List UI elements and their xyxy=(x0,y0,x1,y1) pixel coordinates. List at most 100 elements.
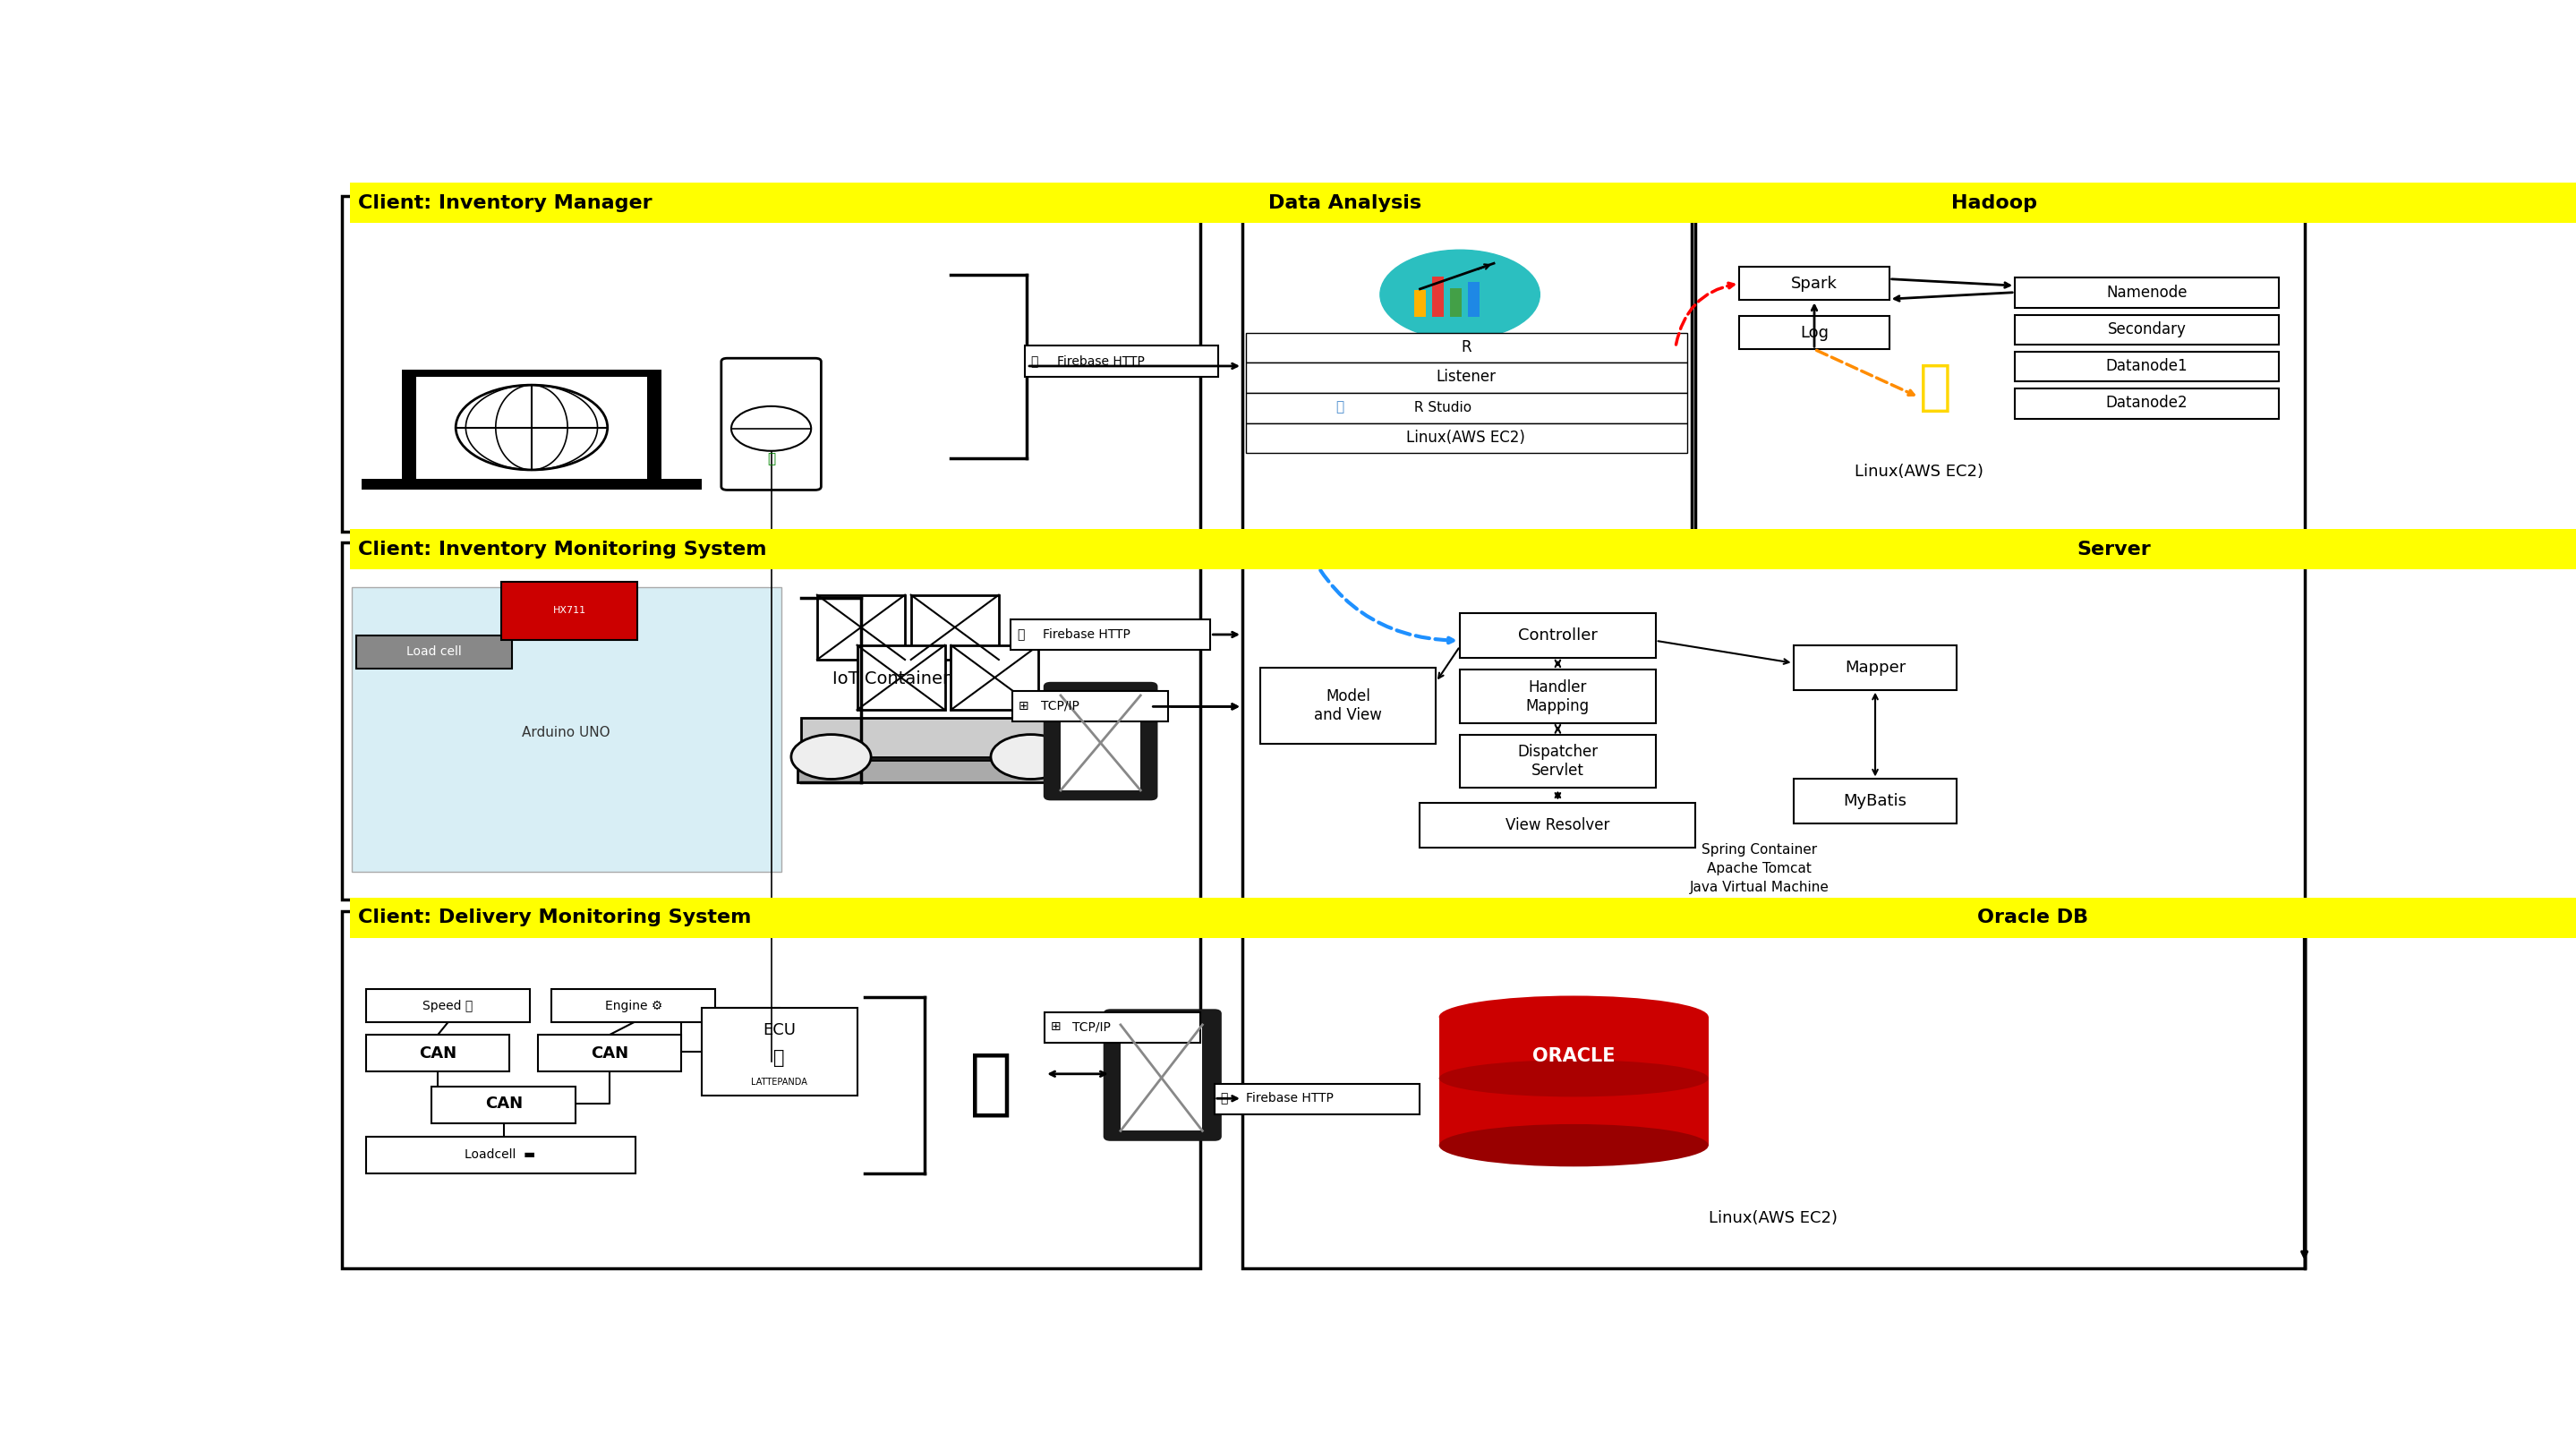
FancyBboxPatch shape xyxy=(1440,1016,1708,1146)
Text: Oracle DB: Oracle DB xyxy=(1976,909,2089,927)
Text: Firebase HTTP: Firebase HTTP xyxy=(1247,1092,1334,1105)
Text: Apache Tomcat: Apache Tomcat xyxy=(1708,861,1811,876)
Text: Namenode: Namenode xyxy=(2107,284,2187,300)
Text: Server: Server xyxy=(2076,541,2151,558)
FancyBboxPatch shape xyxy=(366,1035,510,1072)
Text: ⊞: ⊞ xyxy=(1051,1021,1061,1034)
Text: Java Virtual Machine: Java Virtual Machine xyxy=(1690,880,1829,895)
FancyBboxPatch shape xyxy=(1242,196,1692,531)
Text: Speed 🔥: Speed 🔥 xyxy=(422,999,474,1012)
FancyBboxPatch shape xyxy=(350,183,2576,223)
FancyBboxPatch shape xyxy=(343,196,1200,531)
Text: Mapper: Mapper xyxy=(1844,660,1906,676)
Text: Data Analysis: Data Analysis xyxy=(1267,194,1422,212)
FancyBboxPatch shape xyxy=(796,760,1064,783)
FancyBboxPatch shape xyxy=(2014,315,2280,345)
Text: Load cell: Load cell xyxy=(407,645,461,658)
Text: Loadcell  ▬: Loadcell ▬ xyxy=(464,1148,536,1160)
FancyBboxPatch shape xyxy=(858,645,945,710)
FancyBboxPatch shape xyxy=(1461,670,1656,724)
FancyBboxPatch shape xyxy=(701,1008,858,1095)
FancyBboxPatch shape xyxy=(2069,529,2576,570)
FancyBboxPatch shape xyxy=(1468,283,1479,318)
FancyBboxPatch shape xyxy=(353,587,781,871)
FancyBboxPatch shape xyxy=(1793,779,1958,824)
Text: View Resolver: View Resolver xyxy=(1507,816,1610,832)
FancyBboxPatch shape xyxy=(1450,289,1463,318)
Circle shape xyxy=(992,735,1072,779)
Text: Spring Container: Spring Container xyxy=(1703,842,1816,855)
Ellipse shape xyxy=(1440,996,1708,1038)
FancyBboxPatch shape xyxy=(1739,267,1888,300)
Ellipse shape xyxy=(1440,1060,1708,1096)
Text: Model
and View: Model and View xyxy=(1314,689,1383,722)
Text: Client: Delivery Monitoring System: Client: Delivery Monitoring System xyxy=(358,909,752,927)
FancyBboxPatch shape xyxy=(2014,278,2280,307)
Text: HX711: HX711 xyxy=(538,594,577,606)
Text: Secondary: Secondary xyxy=(2107,320,2187,338)
Text: TCP/IP: TCP/IP xyxy=(1072,1021,1110,1034)
Text: Client: Inventory Manager: Client: Inventory Manager xyxy=(358,194,652,212)
Text: Hadoop: Hadoop xyxy=(1950,194,2038,212)
FancyBboxPatch shape xyxy=(801,718,1061,757)
FancyBboxPatch shape xyxy=(366,989,531,1022)
Ellipse shape xyxy=(1440,1124,1708,1167)
FancyBboxPatch shape xyxy=(343,911,1200,1269)
Circle shape xyxy=(456,386,608,470)
Text: 🔥: 🔥 xyxy=(1018,628,1025,641)
FancyBboxPatch shape xyxy=(1105,1011,1221,1140)
Text: CAN: CAN xyxy=(590,1045,629,1061)
FancyBboxPatch shape xyxy=(2014,351,2280,381)
FancyBboxPatch shape xyxy=(1419,803,1695,847)
Text: TCP/IP: TCP/IP xyxy=(1041,700,1079,712)
FancyBboxPatch shape xyxy=(1968,898,2576,938)
FancyBboxPatch shape xyxy=(1242,911,2306,1269)
FancyBboxPatch shape xyxy=(433,1086,574,1124)
FancyBboxPatch shape xyxy=(1247,423,1687,452)
Text: Log: Log xyxy=(1801,325,1829,341)
Text: Linux(AWS EC2): Linux(AWS EC2) xyxy=(1406,429,1525,445)
FancyBboxPatch shape xyxy=(402,370,662,487)
FancyBboxPatch shape xyxy=(1025,347,1218,377)
Text: Controller: Controller xyxy=(1517,626,1597,644)
FancyBboxPatch shape xyxy=(1213,1085,1419,1114)
FancyBboxPatch shape xyxy=(1010,619,1211,650)
Text: HX711: HX711 xyxy=(554,606,587,615)
Text: Spark: Spark xyxy=(1790,276,1837,291)
FancyBboxPatch shape xyxy=(355,635,513,668)
FancyBboxPatch shape xyxy=(1739,316,1888,349)
FancyBboxPatch shape xyxy=(343,542,1200,899)
FancyBboxPatch shape xyxy=(721,358,822,490)
Text: Listener: Listener xyxy=(1435,370,1497,386)
Text: 🐾: 🐾 xyxy=(773,1050,786,1067)
FancyBboxPatch shape xyxy=(1061,696,1141,790)
FancyBboxPatch shape xyxy=(1695,196,2306,531)
FancyBboxPatch shape xyxy=(1046,683,1157,799)
Text: 🔥: 🔥 xyxy=(1221,1092,1229,1105)
FancyBboxPatch shape xyxy=(366,1137,636,1173)
Text: Linux(AWS EC2): Linux(AWS EC2) xyxy=(1705,899,1814,914)
Text: 🚚: 🚚 xyxy=(969,1048,1012,1119)
Text: Engine ⚙: Engine ⚙ xyxy=(605,999,662,1012)
Text: CAN: CAN xyxy=(420,1045,456,1061)
FancyBboxPatch shape xyxy=(1121,1025,1203,1131)
Text: Client: Inventory Monitoring System: Client: Inventory Monitoring System xyxy=(358,541,768,558)
Text: 🐘: 🐘 xyxy=(1919,362,1953,415)
Text: Datanode1: Datanode1 xyxy=(2105,358,2187,374)
FancyBboxPatch shape xyxy=(1247,332,1687,362)
Text: Handler
Mapping: Handler Mapping xyxy=(1525,679,1589,713)
Text: 🔥: 🔥 xyxy=(1030,355,1038,368)
Text: Datanode2: Datanode2 xyxy=(2105,394,2187,410)
Text: LATTEPANDA: LATTEPANDA xyxy=(752,1077,806,1086)
FancyBboxPatch shape xyxy=(350,898,2576,938)
FancyBboxPatch shape xyxy=(1247,393,1687,423)
FancyBboxPatch shape xyxy=(361,478,701,490)
FancyBboxPatch shape xyxy=(1461,613,1656,657)
FancyBboxPatch shape xyxy=(1432,277,1445,318)
FancyBboxPatch shape xyxy=(1942,183,2576,223)
FancyBboxPatch shape xyxy=(551,989,716,1022)
FancyBboxPatch shape xyxy=(2014,389,2280,419)
Text: ⊞: ⊞ xyxy=(1018,700,1030,712)
FancyBboxPatch shape xyxy=(1012,692,1170,721)
FancyBboxPatch shape xyxy=(912,594,999,660)
